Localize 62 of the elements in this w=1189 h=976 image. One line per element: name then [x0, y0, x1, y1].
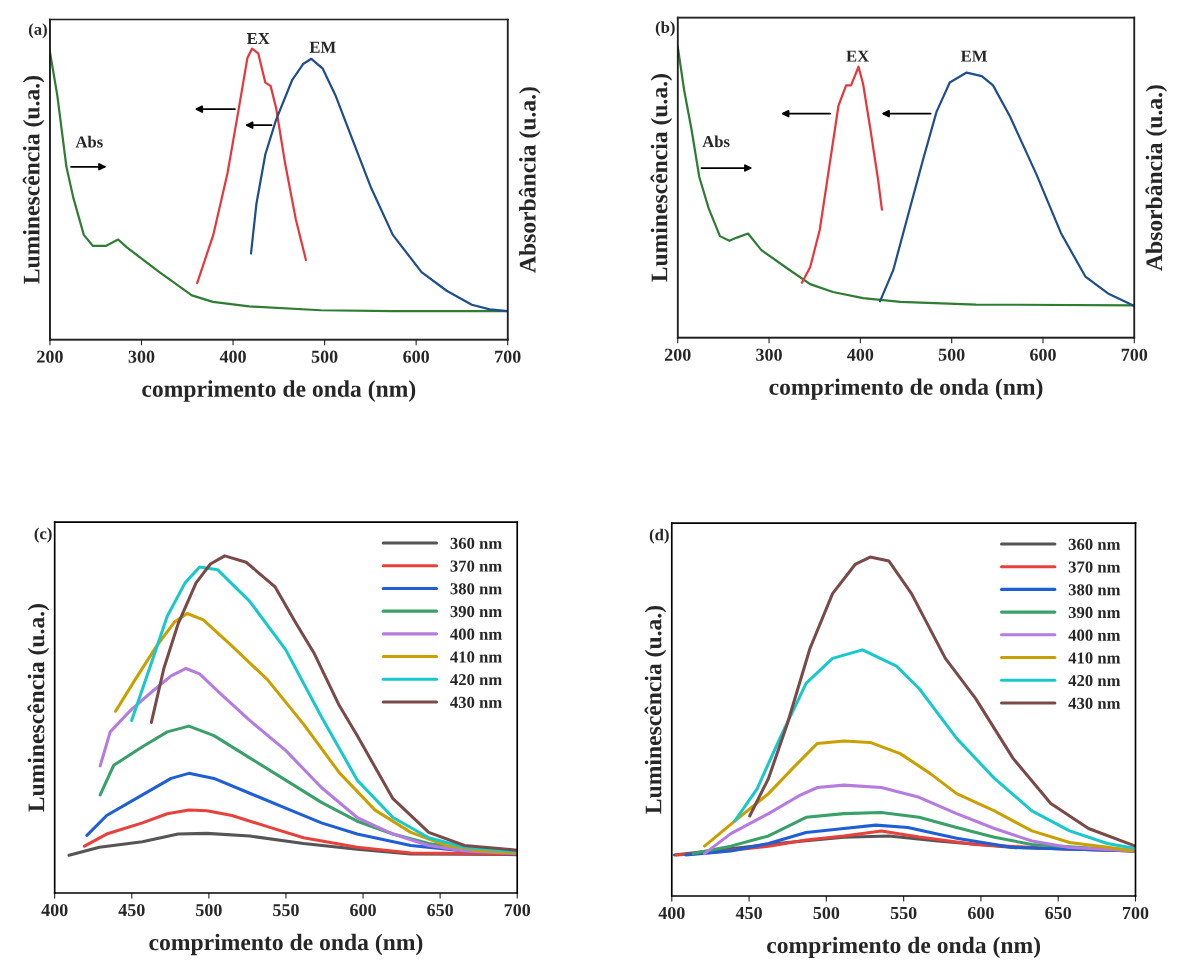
x-tick-label: 300: [756, 348, 782, 361]
series-label: EX: [246, 33, 270, 45]
series-label: Abs: [702, 135, 730, 148]
x-tick-label: 550: [273, 903, 299, 917]
x-tick-label: 500: [196, 903, 222, 917]
series-label: EM: [309, 41, 336, 53]
series-label: EM: [960, 50, 987, 62]
legend-label: 360 nm: [1068, 538, 1121, 550]
legend-label: 400 nm: [450, 628, 502, 640]
legend-label: 430 nm: [1068, 697, 1121, 709]
chart-title: (d): [649, 528, 669, 544]
x-tick-label: 200: [664, 348, 691, 361]
x-tick-label: 600: [350, 903, 376, 917]
x-axis-title: comprimento de onda (nm): [142, 380, 416, 402]
x-tick-label: 450: [118, 903, 145, 917]
x-tick-label: 500: [938, 348, 965, 361]
x-tick-label: 500: [813, 906, 840, 920]
x-tick-label: 400: [219, 350, 246, 363]
series-label: Abs: [75, 135, 103, 148]
legend-label: 390 nm: [450, 605, 502, 618]
legend-label: 380 nm: [450, 583, 502, 595]
x-tick-label: 200: [37, 350, 63, 363]
chart-title: (a): [28, 23, 47, 39]
legend-label: 410 nm: [450, 651, 502, 663]
x-tick-label: 700: [504, 903, 531, 917]
x-axis-title: comprimento de onda (nm): [149, 933, 423, 956]
chart-title: (b): [655, 21, 675, 37]
legend-label: 380 nm: [1068, 584, 1121, 596]
x-tick-label: 700: [495, 350, 521, 363]
chart-title: (c): [34, 527, 52, 543]
legend-label: 400 nm: [1068, 629, 1121, 641]
x-tick-label: 600: [968, 906, 994, 920]
legend-label: 420 nm: [450, 674, 502, 686]
x-tick-label: 600: [1030, 348, 1056, 361]
x-tick-label: 700: [1122, 906, 1149, 920]
x-tick-label: 400: [847, 348, 874, 361]
x-tick-label: 400: [41, 903, 68, 917]
y2-axis-title: Absorbância (u.a.): [1145, 85, 1168, 271]
x-tick-label: 650: [1045, 906, 1072, 920]
x-tick-label: 650: [427, 903, 453, 917]
series-label: EX: [846, 50, 869, 62]
y2-axis-title: Absorbância (u.a.): [518, 87, 541, 273]
legend-label: 370 nm: [1068, 561, 1121, 573]
y-axis-title: Luminescência (u.a.): [22, 76, 45, 284]
legend-label: 420 nm: [1068, 675, 1121, 687]
x-axis-title: comprimento de onda (nm): [769, 378, 1043, 400]
x-tick-label: 700: [1121, 348, 1148, 361]
legend-label: 370 nm: [450, 560, 502, 572]
x-tick-label: 400: [658, 906, 685, 920]
x-tick-label: 550: [890, 906, 917, 920]
y-axis-title: Luminescência (u.a.): [27, 604, 50, 812]
legend-label: 430 nm: [450, 696, 502, 708]
y-axis-title: Luminescência (u.a.): [650, 74, 673, 282]
x-tick-label: 300: [128, 350, 155, 363]
x-tick-label: 600: [403, 350, 429, 363]
x-axis-title: comprimento de onda (nm): [767, 936, 1040, 959]
legend-label: 390 nm: [1068, 606, 1121, 619]
x-tick-label: 500: [311, 350, 338, 363]
y-axis-title: Luminescência (u.a.): [644, 605, 667, 814]
legend-label: 360 nm: [450, 537, 502, 549]
x-tick-label: 450: [735, 906, 762, 920]
legend-label: 410 nm: [1068, 652, 1121, 664]
